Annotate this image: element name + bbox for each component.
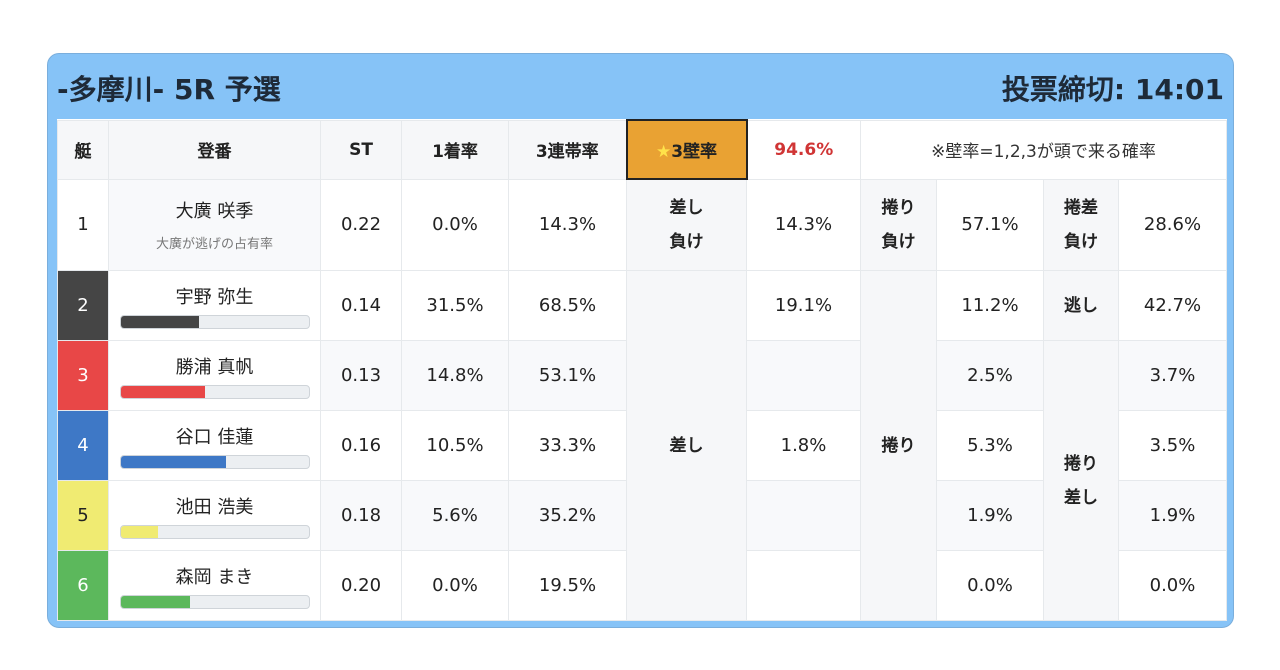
- top3-rate: 35.2%: [508, 480, 627, 551]
- col-boat: 艇: [57, 119, 109, 180]
- makuri-value: 5.3%: [936, 410, 1044, 481]
- race-title: -多摩川- 5R 予選: [57, 73, 281, 106]
- racer-cell: 宇野 弥生: [108, 270, 321, 341]
- makurisashi-label: 捲り 差し: [1043, 340, 1119, 621]
- st-value: 0.14: [320, 270, 402, 341]
- racer-bar: [119, 524, 310, 539]
- makuri-label: 捲り: [860, 270, 937, 621]
- deadline: 投票締切: 14:01: [1001, 73, 1224, 106]
- racer-bar: [119, 384, 310, 399]
- makurisashi-value: 0.0%: [1118, 550, 1227, 621]
- racer-name: 宇野 弥生: [175, 286, 254, 308]
- makuri-make-label: 捲り 負け: [860, 178, 937, 271]
- racer-cell: 勝浦 真帆: [108, 340, 321, 411]
- racer-cell: 池田 浩美: [108, 480, 321, 551]
- header-row: 艇 登番 ST 1着率 3連帯率 ★3壁率 94.6% ※壁率=1,2,3が頭で…: [57, 119, 1227, 180]
- table-row: 2 宇野 弥生 0.14 31.5% 68.5% 差し 19.1% 捲り 11.2% 逃し…: [57, 270, 1227, 621]
- racer-bar-fill: [120, 595, 191, 608]
- makuri-make-value: 57.1%: [936, 178, 1044, 271]
- racer-bar: [119, 454, 310, 469]
- col-st: ST: [320, 119, 402, 180]
- boat-number: 1: [57, 178, 109, 271]
- wall-rate-label: ★3壁率: [625, 119, 748, 180]
- sashi-value: 19.1%: [746, 270, 861, 341]
- racer-cell: 谷口 佳蓮: [108, 410, 321, 481]
- col-name: 登番: [108, 119, 321, 180]
- makuri-value: 2.5%: [936, 340, 1044, 411]
- makuri-value: 11.2%: [936, 270, 1044, 341]
- racer-name: 池田 浩美: [175, 496, 254, 518]
- first-rate: 10.5%: [401, 410, 509, 481]
- star-icon: ★: [655, 142, 672, 162]
- racer-bar-fill: [120, 525, 159, 538]
- table-row: 1 大廣 咲季 大廣が逃げの占有率 0.22 0.0% 14.3% 差し 負け 1…: [57, 178, 1227, 271]
- makurisashi-value: 42.7%: [1118, 270, 1227, 341]
- wall-rate-value: 94.6%: [746, 119, 861, 180]
- boat-number: 6: [57, 550, 109, 621]
- sashi-label: 差し: [626, 270, 747, 621]
- st-value: 0.16: [320, 410, 402, 481]
- col-first: 1着率: [401, 119, 509, 180]
- racer-name: 森岡 まき: [175, 566, 254, 588]
- st-value: 0.18: [320, 480, 402, 551]
- racer-cell: 森岡 まき: [108, 550, 321, 621]
- first-rate: 0.0%: [401, 178, 509, 271]
- table-row: 5 池田 浩美 0.18 5.6% 35.2% 1.9% 1.9%: [57, 480, 1227, 551]
- boat-number: 4: [57, 410, 109, 481]
- makurisashi-value: 3.5%: [1118, 410, 1227, 481]
- racer-bar: [119, 314, 310, 329]
- first-rate: 0.0%: [401, 550, 509, 621]
- racer-name: 谷口 佳蓮: [175, 426, 254, 448]
- racer-bar: [119, 594, 310, 609]
- boat-number: 3: [57, 340, 109, 411]
- first-rate: 31.5%: [401, 270, 509, 341]
- st-value: 0.22: [320, 178, 402, 271]
- racer-cell: 大廣 咲季 大廣が逃げの占有率: [108, 178, 321, 271]
- col-top3: 3連帯率: [508, 119, 627, 180]
- top3-rate: 53.1%: [508, 340, 627, 411]
- makuri-value: 0.0%: [936, 550, 1044, 621]
- st-value: 0.20: [320, 550, 402, 621]
- first-rate: 5.6%: [401, 480, 509, 551]
- top3-rate: 33.3%: [508, 410, 627, 481]
- nige-label: 逃し: [1043, 270, 1119, 341]
- makurisashi-make-value: 28.6%: [1118, 178, 1227, 271]
- sashi-make-value: 14.3%: [746, 178, 861, 271]
- race-card: -多摩川- 5R 予選 投票締切: 14:01 艇 登番 ST 1着率 3連帯率…: [47, 53, 1234, 628]
- table-row: 3 勝浦 真帆 0.13 14.8% 53.1% 2.5% 捲り 差し 3.7%: [57, 340, 1227, 621]
- boat-number: 2: [57, 270, 109, 341]
- sashi-value: [746, 550, 861, 621]
- wall-rate-note: ※壁率=1,2,3が頭で来る確率: [860, 119, 1227, 180]
- first-rate: 14.8%: [401, 340, 509, 411]
- racer-bar-fill: [120, 385, 206, 398]
- makurisashi-value: 1.9%: [1118, 480, 1227, 551]
- top3-rate: 68.5%: [508, 270, 627, 341]
- top3-rate: 14.3%: [508, 178, 627, 271]
- makurisashi-value: 3.7%: [1118, 340, 1227, 411]
- top3-rate: 19.5%: [508, 550, 627, 621]
- table-row: 4 谷口 佳蓮 0.16 10.5% 33.3% 1.8% 5.3% 3.5%: [57, 410, 1227, 481]
- sashi-value: 1.8%: [746, 410, 861, 481]
- boat-number: 5: [57, 480, 109, 551]
- sashi-value: [746, 480, 861, 551]
- racer-bar-fill: [120, 315, 200, 328]
- racer-subtext: 大廣が逃げの占有率: [155, 237, 273, 253]
- sashi-value: [746, 340, 861, 411]
- st-value: 0.13: [320, 340, 402, 411]
- sashi-make-label: 差し 負け: [626, 178, 747, 271]
- makurisashi-make-label: 捲差 負け: [1043, 178, 1119, 271]
- stats-table: 艇 登番 ST 1着率 3連帯率 ★3壁率 94.6% ※壁率=1,2,3が頭で…: [57, 119, 1227, 621]
- racer-name: 勝浦 真帆: [175, 356, 254, 378]
- table-row: 6 森岡 まき 0.20 0.0% 19.5% 0.0% 0.0%: [57, 550, 1227, 621]
- racer-bar-fill: [120, 455, 226, 468]
- racer-name: 大廣 咲季: [175, 201, 254, 223]
- makuri-value: 1.9%: [936, 480, 1044, 551]
